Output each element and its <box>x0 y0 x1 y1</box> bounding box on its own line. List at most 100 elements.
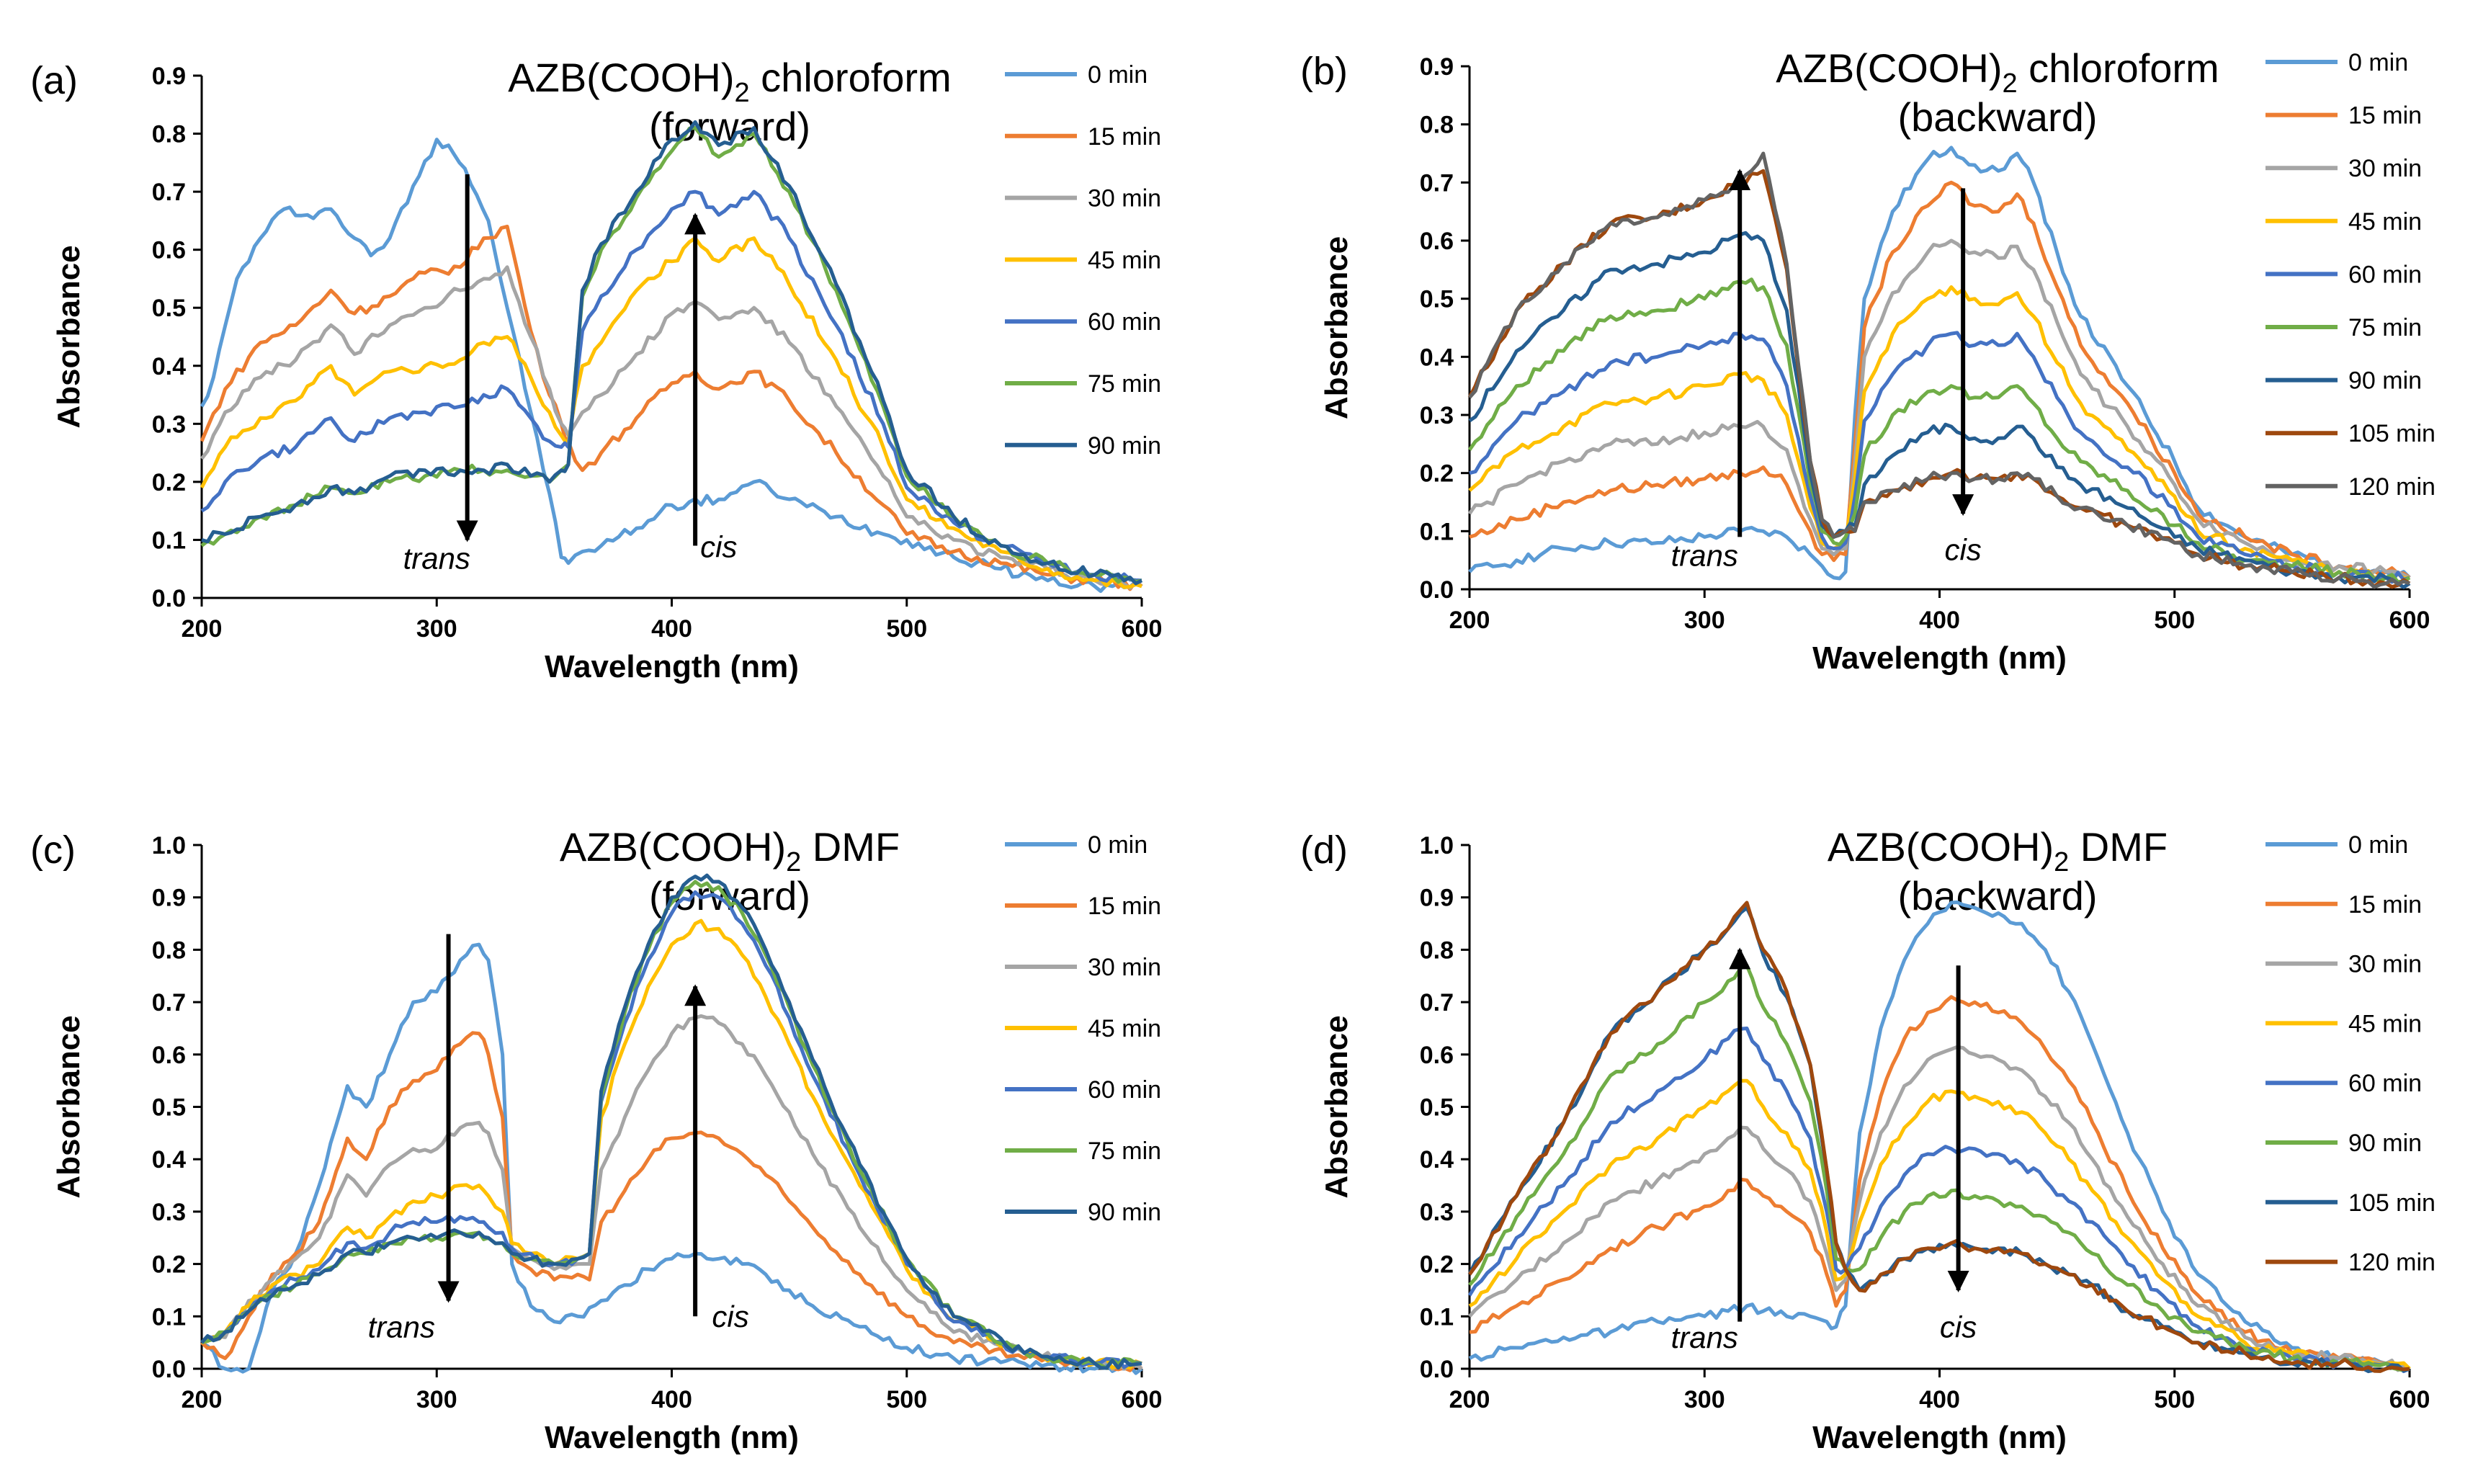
legend-label: 45 min <box>1088 246 1161 274</box>
y-tick-label: 0.1 <box>152 527 186 554</box>
y-tick-label: 0.9 <box>1420 53 1454 81</box>
x-axis-label: Wavelength (nm) <box>545 1420 799 1455</box>
y-tick-label: 0.7 <box>152 989 186 1016</box>
series-line <box>1467 1027 2411 1374</box>
legend-label: 90 min <box>2348 367 2422 395</box>
y-tick-label: 0.4 <box>1420 344 1454 371</box>
series-line <box>1469 995 2411 1371</box>
y-tick-label: 0.3 <box>152 411 186 438</box>
annotation-label: trans <box>1671 1320 1738 1354</box>
y-tick-label: 0.3 <box>1420 1199 1454 1226</box>
y-tick-label: 0.5 <box>1420 286 1454 313</box>
legend-label: 60 min <box>2348 261 2422 288</box>
y-tick-label: 0.2 <box>1420 460 1454 488</box>
series-line <box>201 918 1142 1370</box>
series-line <box>1468 231 2411 589</box>
series-line <box>201 880 1142 1370</box>
y-tick-label: 0.4 <box>152 1146 186 1174</box>
series-line <box>200 138 1143 594</box>
y-tick-label: 0.8 <box>1420 112 1454 139</box>
chart-panel: (c) AZB(COOH)2 DMF(forward)0.00.10.20.30.… <box>30 824 1162 1455</box>
series-line <box>1467 906 2410 1374</box>
y-axis-label: Absorbance <box>1319 1015 1354 1198</box>
y-tick-label: 0.3 <box>152 1199 186 1226</box>
legend-label: 75 min <box>2348 314 2422 341</box>
y-tick-label: 0.6 <box>152 1042 186 1069</box>
y-tick-label: 0.8 <box>152 121 186 148</box>
panel-label: (b) <box>1300 50 1348 93</box>
y-tick-label: 1.0 <box>1420 832 1454 859</box>
series-line <box>200 189 1142 583</box>
series-line <box>1469 180 2411 579</box>
series-line <box>200 236 1142 589</box>
series-line <box>1467 238 2411 580</box>
x-tick-label: 200 <box>182 615 223 643</box>
chart-subtitle: (backward) <box>1898 94 2098 140</box>
y-tick-label: 0.1 <box>1420 1303 1454 1331</box>
x-tick-label: 400 <box>651 615 692 643</box>
y-tick-label: 0.6 <box>152 237 186 264</box>
x-tick-label: 300 <box>416 1386 457 1413</box>
y-tick-label: 0.7 <box>1420 169 1454 197</box>
legend-label: 0 min <box>2348 49 2408 76</box>
chart-subtitle: (backward) <box>1898 873 2098 918</box>
legend-label: 0 min <box>1088 831 1148 859</box>
legend-label: 45 min <box>2348 208 2422 236</box>
y-tick-label: 0.7 <box>152 179 186 206</box>
legend-label: 0 min <box>2348 831 2408 859</box>
y-tick-label: 0.3 <box>1420 402 1454 429</box>
legend-label: 60 min <box>2348 1070 2422 1097</box>
x-tick-label: 400 <box>1919 607 1960 634</box>
x-tick-label: 500 <box>2154 1386 2195 1413</box>
series-line <box>200 942 1143 1375</box>
series-line <box>200 126 1142 584</box>
legend-label: 105 min <box>2348 420 2435 447</box>
x-axis-label: Wavelength (nm) <box>1812 640 2067 676</box>
x-tick-label: 400 <box>651 1386 692 1413</box>
annotation-label: cis <box>712 1300 748 1333</box>
y-tick-label: 0.0 <box>152 585 186 612</box>
y-tick-label: 0.2 <box>152 1251 186 1279</box>
legend-label: 30 min <box>1088 954 1161 981</box>
legend-label: 75 min <box>1088 370 1161 398</box>
annotation-label: trans <box>1671 539 1738 573</box>
x-axis-label: Wavelength (nm) <box>545 649 799 684</box>
y-tick-label: 0.9 <box>152 63 186 90</box>
panel-label: (d) <box>1300 828 1348 872</box>
y-tick-label: 0.1 <box>152 1303 186 1331</box>
x-tick-label: 500 <box>886 1386 927 1413</box>
chart-panel: (d) AZB(COOH)2 DMF(backward) 0.0 0.1 0.2 0.3 0… <box>1300 824 2435 1455</box>
x-tick-label: 200 <box>182 1386 223 1413</box>
x-tick-label: 200 <box>1449 1386 1490 1413</box>
legend-label: 75 min <box>1088 1137 1161 1165</box>
annotation-label: cis <box>1940 1310 1977 1344</box>
legend-label: 45 min <box>1088 1015 1161 1042</box>
x-tick-label: 600 <box>1122 615 1163 643</box>
y-tick-label: 0.2 <box>152 469 186 496</box>
chart-title: AZB(COOH)2 chloroform <box>1776 45 2219 99</box>
series-line <box>1468 285 2410 581</box>
annotation-label: trans <box>403 542 470 576</box>
panel-label: (c) <box>30 828 76 872</box>
x-tick-label: 300 <box>1684 1386 1725 1413</box>
annotation-label: cis <box>700 530 737 564</box>
y-tick-label: 0.8 <box>152 937 186 964</box>
legend-label: 60 min <box>1088 308 1161 336</box>
x-tick-label: 600 <box>1122 1386 1163 1413</box>
chart-title: AZB(COOH)2 chloroform <box>508 55 951 108</box>
y-tick-label: 0.9 <box>1420 885 1454 912</box>
y-tick-label: 0.0 <box>1420 576 1454 604</box>
series-line <box>1468 151 2410 589</box>
legend-label: 90 min <box>1088 1199 1161 1226</box>
series-line <box>200 1014 1143 1372</box>
y-tick-label: 0.0 <box>1420 1356 1454 1383</box>
series-line <box>1467 900 2410 1373</box>
y-tick-label: 0.8 <box>1420 937 1454 964</box>
y-tick-label: 1.0 <box>152 832 186 859</box>
legend-label: 105 min <box>2348 1189 2435 1217</box>
legend-label: 60 min <box>1088 1076 1161 1104</box>
x-axis-label: Wavelength (nm) <box>1812 1420 2067 1455</box>
y-tick-label: 0.5 <box>152 1094 186 1122</box>
y-tick-label: 0.4 <box>1420 1146 1454 1174</box>
